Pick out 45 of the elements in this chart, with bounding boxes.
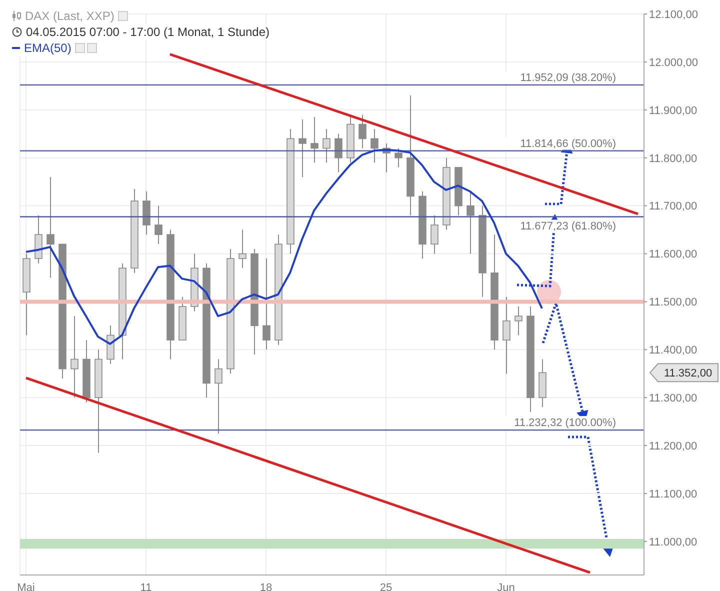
candlestick bbox=[358, 114, 366, 149]
y-tick-label: 11.600,00 bbox=[649, 248, 698, 261]
candlestick bbox=[46, 176, 54, 278]
y-tick-label: 12.000,00 bbox=[649, 56, 698, 69]
candlestick bbox=[70, 316, 78, 398]
ref-line-label: 11.952,09 (38.20%) bbox=[520, 72, 616, 84]
candlestick bbox=[262, 258, 270, 350]
x-tick-label: 18 bbox=[260, 582, 272, 591]
y-tick-label: 11.400,00 bbox=[649, 344, 698, 357]
y-tick-label: 11.500,00 bbox=[649, 296, 698, 309]
y-tick-label: 11.700,00 bbox=[649, 200, 698, 213]
y-tick-label: 11.100,00 bbox=[649, 488, 698, 500]
candlestick bbox=[514, 306, 522, 336]
ref-line-label: 11.814,66 (50.00%) bbox=[520, 138, 616, 150]
text: 04.05.2015 07:00 - 17:00 (1 Monat, 1 Stunde) bbox=[26, 24, 270, 40]
x-tick-label: 25 bbox=[380, 582, 392, 591]
candlestick bbox=[310, 116, 318, 164]
candlestick bbox=[370, 128, 378, 164]
y-tick-label: 11.300,00 bbox=[649, 392, 698, 404]
legend-label: EMA(50) bbox=[24, 40, 72, 56]
y-tick-label: 11.800,00 bbox=[649, 152, 698, 165]
candlestick bbox=[154, 205, 162, 245]
candlestick bbox=[34, 214, 42, 264]
candlestick bbox=[502, 296, 510, 374]
x-tick-label: Jun bbox=[497, 582, 515, 591]
candlestick bbox=[466, 190, 474, 254]
candlestick bbox=[238, 229, 246, 269]
y-tick-label: 11.900,00 bbox=[649, 104, 698, 117]
candlestick bbox=[334, 133, 342, 173]
candlestick bbox=[394, 148, 402, 168]
candlestick bbox=[322, 128, 330, 164]
text: 11.352,00 bbox=[664, 368, 712, 380]
candlestick bbox=[214, 358, 222, 434]
candlestick bbox=[298, 118, 306, 178]
candlestick bbox=[106, 325, 114, 365]
y-tick-label: 11.000,00 bbox=[649, 536, 698, 548]
ref-line-label: 11.677,23 (61.80%) bbox=[520, 220, 616, 233]
candlestick bbox=[430, 214, 438, 254]
candlestick bbox=[142, 190, 150, 236]
x-tick-label: 11 bbox=[140, 582, 152, 591]
chart-title: DAX (Last, XXP) bbox=[25, 8, 114, 24]
y-tick-label: 12.100,00 bbox=[649, 8, 698, 21]
y-tick-label: 11.200,00 bbox=[649, 440, 698, 452]
ref-line-label: 11.232,32 (100.00%) bbox=[514, 417, 616, 430]
x-tick-label: Mai bbox=[17, 582, 35, 591]
